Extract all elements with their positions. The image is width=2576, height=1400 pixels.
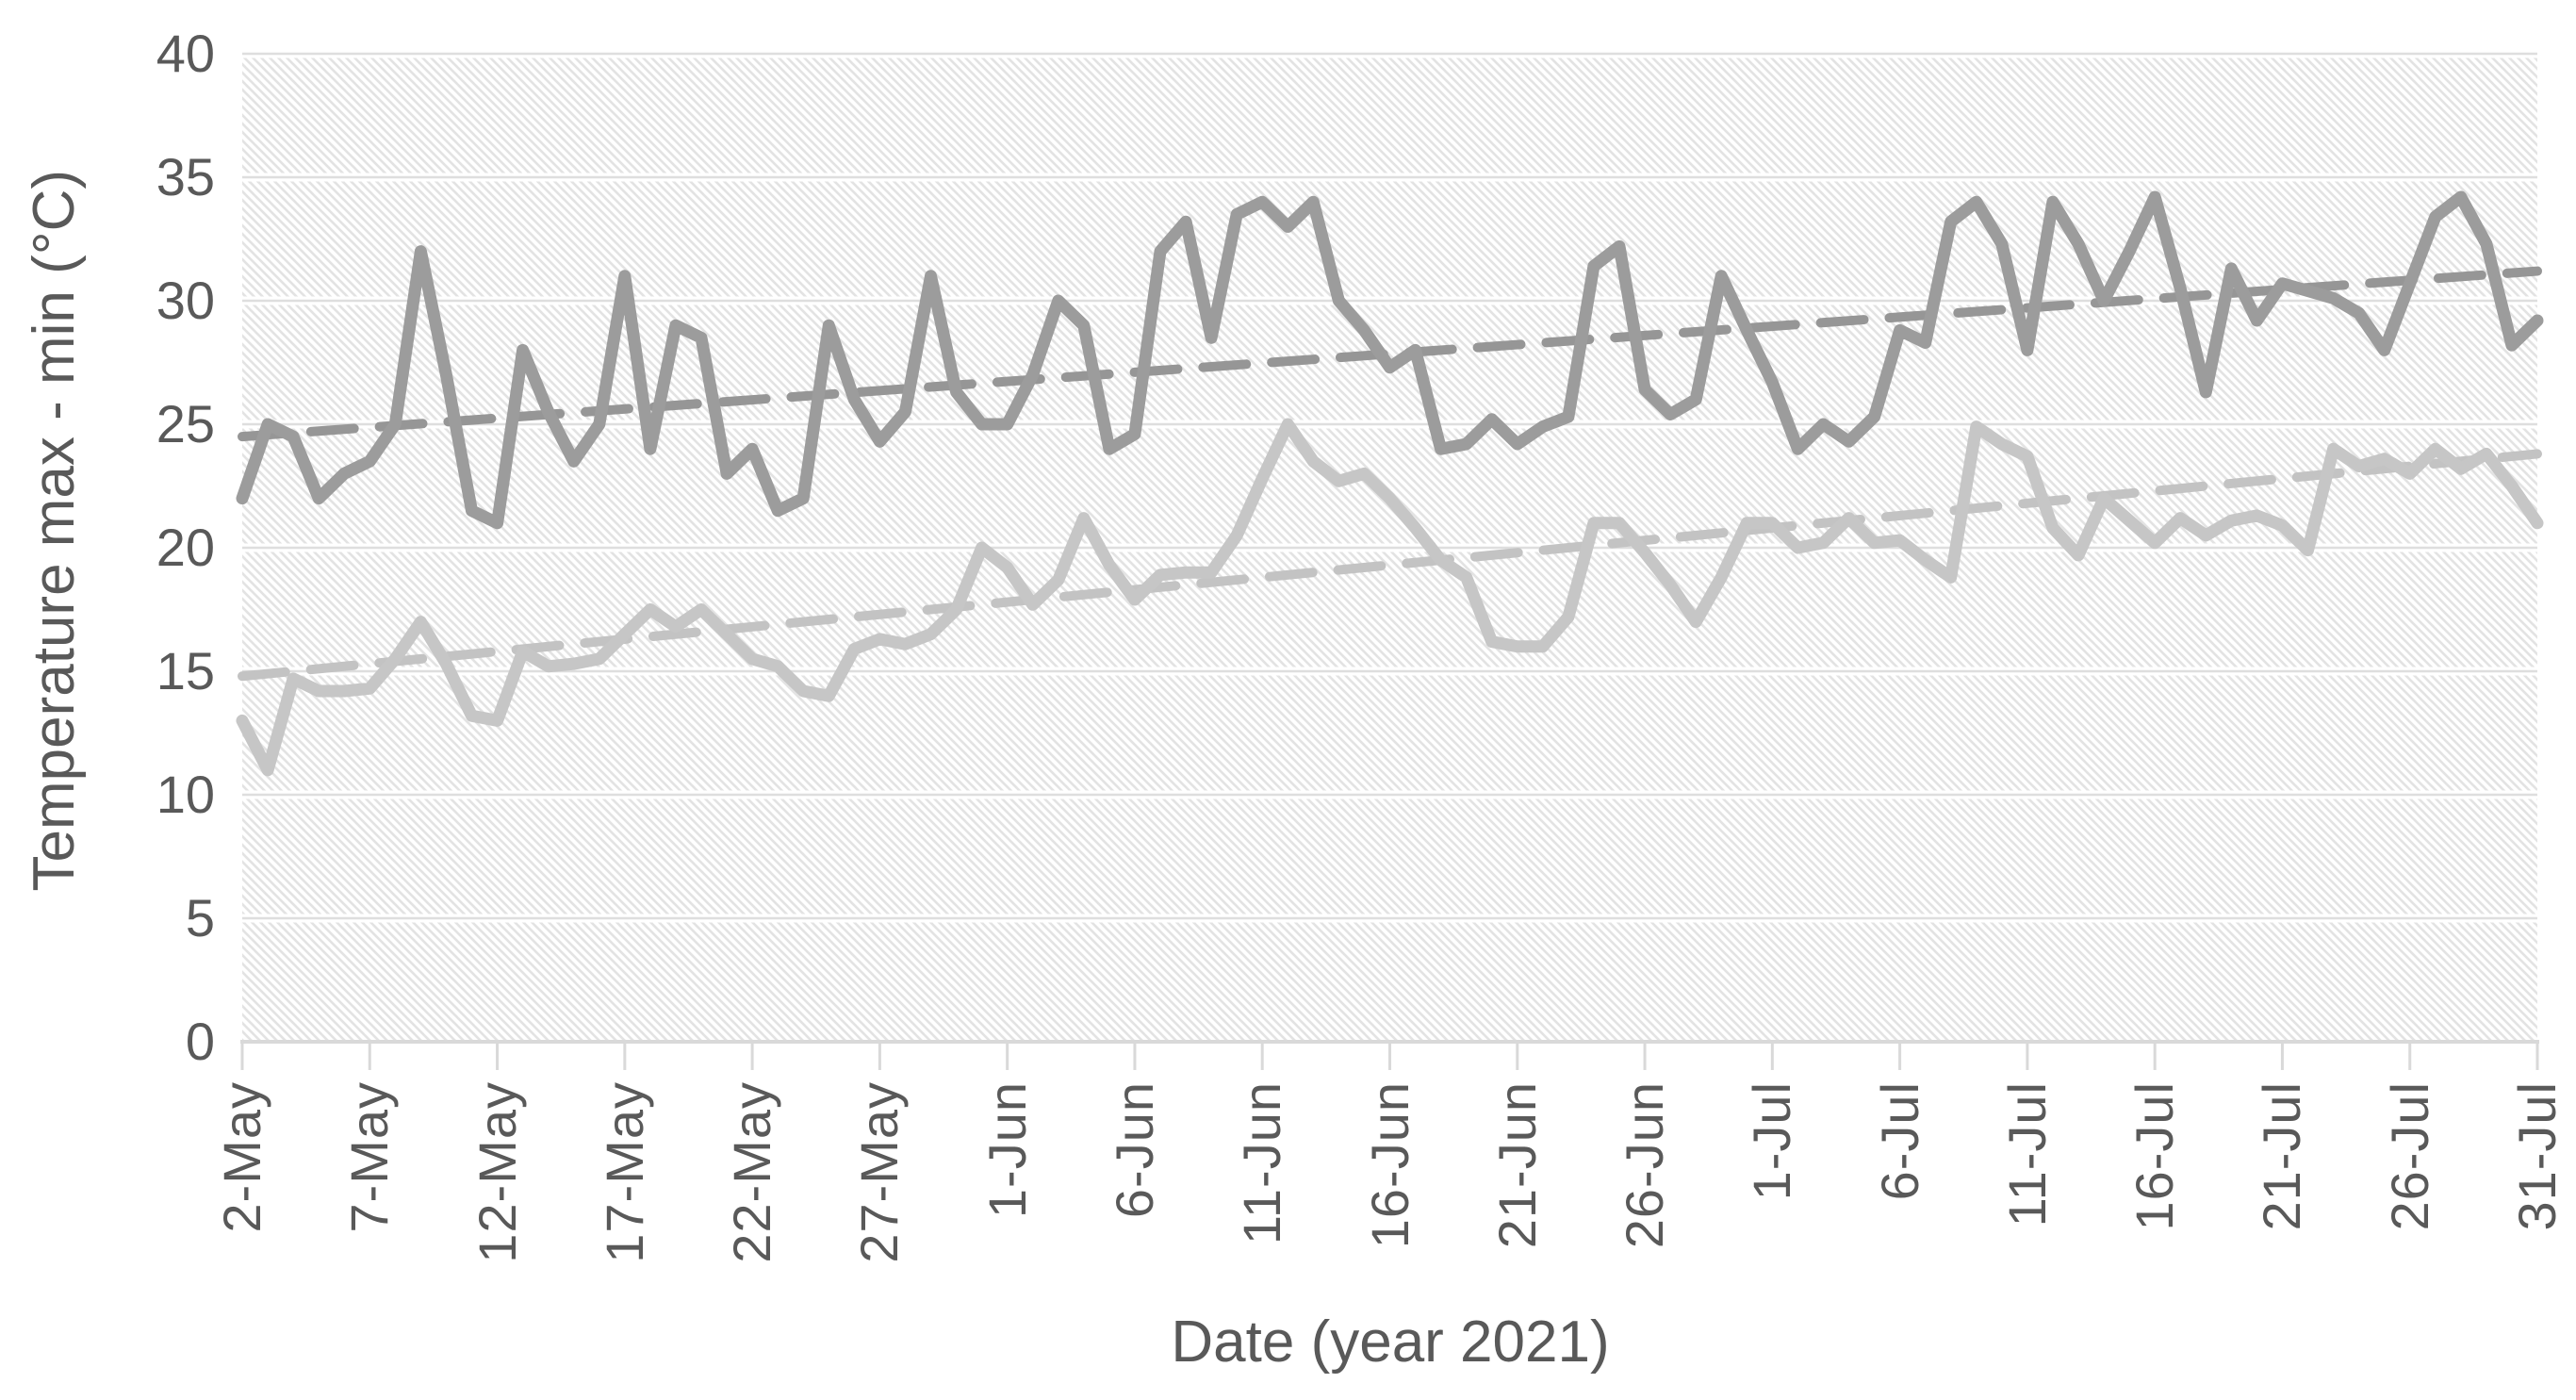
y-tick-label: 0 [185, 1012, 215, 1071]
x-tick-label: 12-May [467, 1081, 527, 1263]
x-tick-label: 6-Jun [1104, 1081, 1164, 1219]
x-tick-label: 11-Jul [1996, 1081, 2057, 1227]
y-tick-label: 20 [156, 518, 215, 577]
y-tick-label: 15 [156, 641, 215, 700]
x-tick-label: 1-Jun [976, 1081, 1037, 1219]
x-axis-title: Date (year 2021) [1171, 1309, 1610, 1375]
x-tick-label: 7-May [339, 1081, 400, 1233]
x-tick-label: 27-May [849, 1081, 910, 1263]
y-tick-label: 25 [156, 394, 215, 453]
y-tick-label: 30 [156, 271, 215, 330]
trendline [238, 266, 2542, 442]
y-tick-label: 5 [185, 888, 215, 947]
y-tick-label: 35 [156, 147, 215, 206]
x-tick-label: 16-Jul [2125, 1081, 2185, 1231]
x-tick-label: 21-Jun [1486, 1081, 1547, 1249]
x-tick-label: 22-May [722, 1081, 782, 1263]
x-tick-label: 1-Jul [1742, 1081, 1802, 1201]
x-tick-label: 6-Jul [1869, 1081, 1929, 1201]
x-tick-label: 16-Jun [1359, 1081, 1419, 1249]
y-tick-label: 10 [156, 765, 215, 824]
x-tick-label: 2-May [212, 1081, 271, 1233]
y-tick-label: 40 [156, 24, 215, 83]
x-tick-label: 31-Jul [2507, 1081, 2567, 1231]
y-axis-title: Temperature max - min (°C) [22, 170, 87, 892]
x-tick-label: 26-Jul [2379, 1081, 2439, 1231]
x-tick-label: 21-Jul [2252, 1081, 2312, 1231]
x-tick-label: 11-Jun [1232, 1081, 1292, 1245]
series-line [236, 190, 2544, 530]
x-tick-label: 17-May [594, 1081, 654, 1263]
series-line [236, 418, 2544, 777]
x-tick-label: 26-Jun [1615, 1081, 1675, 1249]
